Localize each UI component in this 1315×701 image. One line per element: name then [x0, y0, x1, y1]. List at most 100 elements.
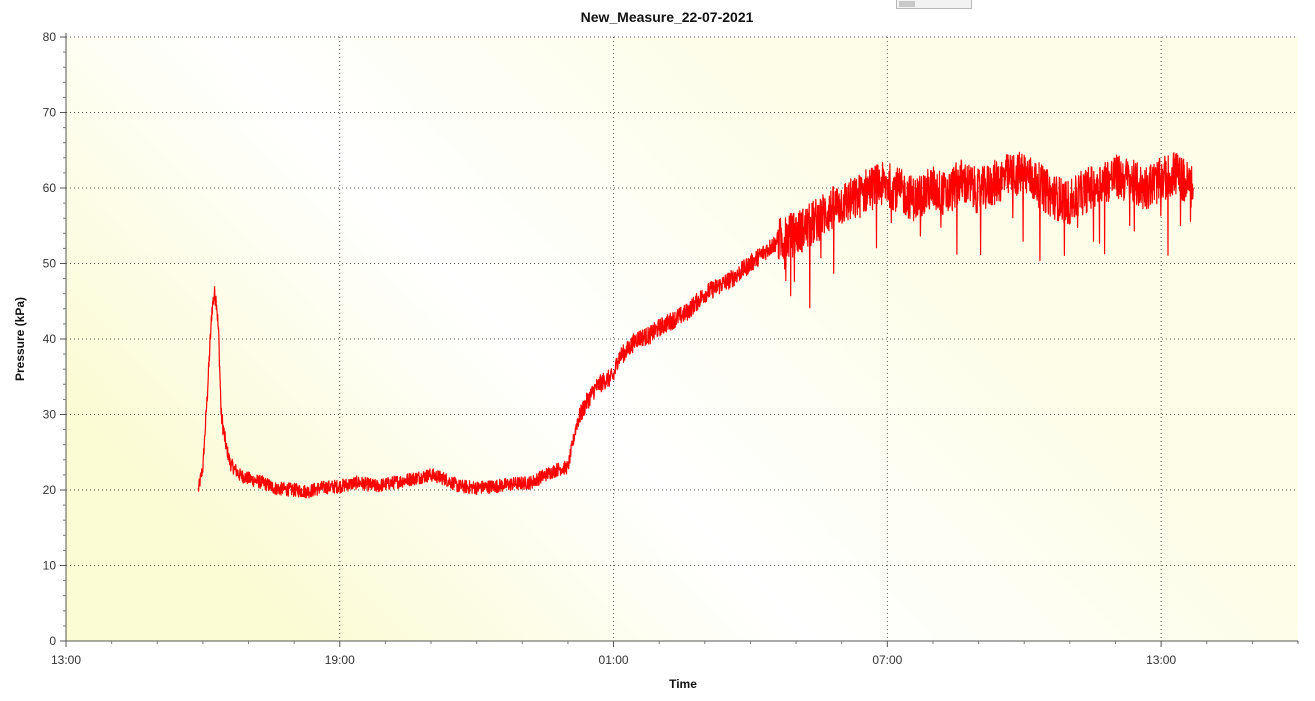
- data-point: [544, 474, 546, 476]
- data-point: [558, 468, 560, 470]
- data-point: [617, 357, 619, 359]
- data-point: [571, 444, 574, 446]
- data-point: [512, 483, 514, 485]
- y-tick-label: 20: [43, 483, 57, 497]
- data-point: [339, 485, 341, 487]
- data-point: [685, 311, 688, 314]
- y-tick-label: 40: [43, 332, 57, 346]
- grip-icon[interactable]: [899, 1, 915, 7]
- data-point: [206, 391, 209, 393]
- x-tick-label: 13:00: [51, 653, 81, 667]
- data-point: [603, 379, 606, 382]
- data-point: [218, 338, 220, 340]
- y-tick-label: 10: [43, 559, 57, 573]
- data-point: [229, 462, 231, 465]
- data-point: [261, 481, 263, 484]
- data-point: [293, 489, 295, 491]
- data-point: [375, 485, 377, 487]
- data-point: [932, 187, 934, 189]
- data-point: [307, 490, 309, 493]
- data-point: [731, 278, 733, 280]
- x-axis-title: Time: [669, 677, 697, 691]
- data-point: [1160, 179, 1162, 182]
- data-point: [197, 489, 199, 491]
- data-point: [430, 474, 432, 476]
- data-point: [1142, 187, 1144, 189]
- data-point: [841, 202, 843, 204]
- data-point: [412, 478, 414, 480]
- data-point: [444, 478, 446, 480]
- data-point: [1174, 172, 1176, 174]
- data-point: [658, 327, 660, 329]
- data-point: [977, 191, 980, 193]
- data-point: [530, 481, 533, 484]
- data-point: [749, 262, 752, 265]
- data-point: [1192, 187, 1194, 189]
- data-point: [914, 198, 916, 200]
- data-point: [959, 179, 961, 182]
- data-point: [494, 485, 496, 487]
- data-point: [476, 487, 478, 489]
- data-point: [991, 183, 993, 185]
- axes: [65, 33, 1298, 642]
- data-point: [213, 293, 215, 295]
- y-tick-label: 70: [43, 106, 57, 120]
- y-tick-label: 0: [49, 634, 56, 648]
- y-tick-label: 30: [43, 408, 57, 422]
- data-point: [238, 474, 240, 476]
- data-point: [900, 191, 902, 193]
- x-tick-label: 13:00: [1146, 653, 1176, 667]
- chart-title: New_Measure_22-07-2021: [581, 9, 754, 25]
- x-tick-label: 07:00: [872, 653, 902, 667]
- data-point: [809, 225, 811, 227]
- y-axis-ticks: 0 10 20 30 40 50 60 70 80: [43, 30, 66, 648]
- data-point: [1114, 176, 1117, 178]
- data-point: [357, 481, 359, 484]
- data-point: [672, 319, 674, 321]
- data-point: [795, 232, 797, 234]
- gridlines: [66, 36, 1298, 641]
- data-point: [585, 402, 587, 404]
- y-tick-label: 50: [43, 257, 57, 271]
- toolbar-widget[interactable]: [896, 0, 972, 9]
- y-tick-label: 80: [43, 30, 57, 44]
- x-axis-ticks: 13:00 19:00 01:00 07:00 13:00: [51, 641, 1299, 667]
- data-point: [626, 349, 628, 351]
- data-point: [763, 251, 765, 253]
- x-tick-label: 19:00: [325, 653, 355, 667]
- data-point: [215, 300, 218, 302]
- data-point: [320, 487, 323, 489]
- data-point: [1051, 194, 1053, 197]
- data-point: [612, 376, 615, 378]
- data-point: [211, 308, 213, 310]
- y-tick-label: 60: [43, 181, 57, 195]
- data-point: [1096, 183, 1098, 185]
- data-point: [393, 481, 396, 484]
- data-point: [1023, 172, 1025, 174]
- data-point: [1069, 202, 1071, 204]
- data-point: [202, 466, 204, 468]
- data-point: [717, 285, 720, 287]
- data-point: [635, 338, 637, 340]
- data-point: [576, 421, 578, 423]
- data-point: [1128, 179, 1130, 182]
- series-line-0: [197, 151, 1194, 499]
- data-point: [704, 293, 706, 295]
- data-point: [247, 478, 250, 480]
- data-point: [822, 213, 825, 216]
- data-point: [649, 334, 651, 336]
- data-point: [886, 183, 888, 185]
- data-point: [275, 487, 277, 490]
- data-point: [1037, 183, 1039, 185]
- data-point: [946, 194, 948, 197]
- data-point: [567, 466, 569, 468]
- y-axis-title: Pressure (kPa): [13, 297, 27, 381]
- data-point: [594, 387, 596, 389]
- data-point: [868, 187, 870, 189]
- x-tick-label: 01:00: [599, 653, 629, 667]
- data-point: [854, 198, 856, 200]
- data-point: [1082, 191, 1085, 193]
- data-point: [457, 485, 460, 487]
